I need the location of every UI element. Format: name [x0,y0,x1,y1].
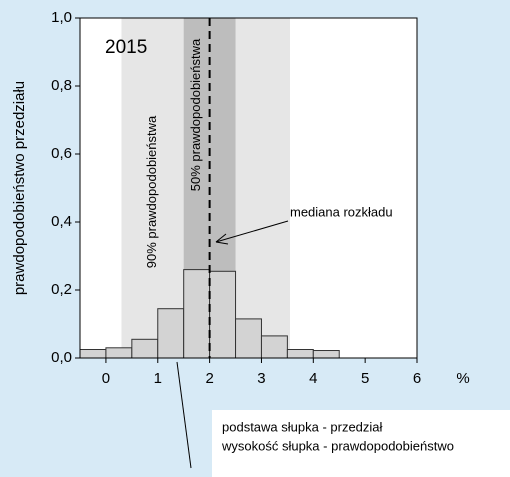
x-tick-label: 4 [309,370,317,387]
x-tick-label: 2 [205,370,213,387]
note-box [212,410,510,477]
bar [235,318,262,359]
x-tick-label: 0 [102,370,110,387]
x-tick-label: 3 [257,370,265,387]
x-tick-label: 5 [361,370,369,387]
y-tick-label: 0,0 [51,349,72,366]
bar [105,347,133,359]
y-axis-label: prawdopodobieństwo przedziału [11,81,28,295]
bar [183,269,211,359]
y-tick-label: 0,2 [51,281,72,298]
bar [79,349,107,359]
x-tick-label: 1 [154,370,162,387]
bar [312,350,340,359]
x-unit: % [456,370,469,387]
y-tick-label: 0,4 [51,213,72,230]
median-pointer [215,220,289,243]
y-tick-label: 0,8 [51,77,72,94]
plot-frame [79,17,418,359]
y-tick-label: 0,6 [51,145,72,162]
note-line: podstawa słupka - przedział [222,419,383,434]
bar [260,335,288,359]
x-tick-label: 6 [413,370,421,387]
median-label: mediana rozkładu [290,204,393,219]
bar [157,308,185,359]
note-line: wysokość słupka - prawdopodobieństwo [221,438,454,453]
chart-title: 2015 [105,37,147,58]
bar [131,338,159,359]
band-label: 50% prawdopodobieństwa [188,38,203,191]
bar [209,270,237,359]
band-label: 90% prawdopodobieństwa [144,115,159,268]
note-pointer [176,361,192,469]
bar [286,349,314,359]
median-arrowhead [215,233,229,245]
y-tick-label: 1,0 [51,9,72,26]
